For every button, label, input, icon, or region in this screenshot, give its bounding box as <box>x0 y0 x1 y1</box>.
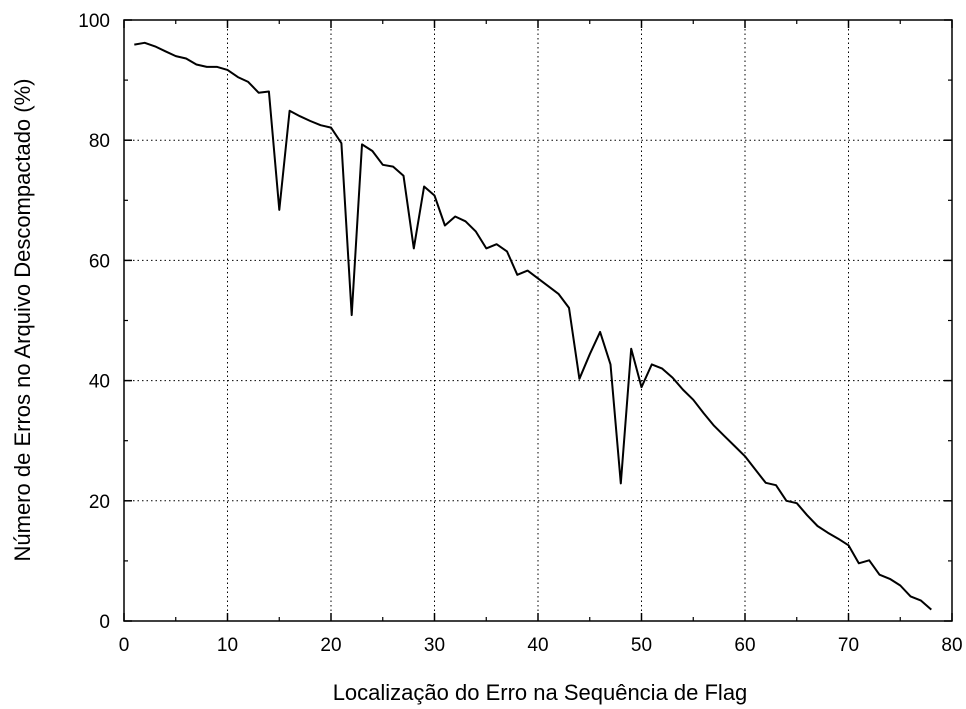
data-series <box>134 41 932 611</box>
y-tick-label: 40 <box>89 372 110 393</box>
series-line <box>134 41 932 611</box>
x-tick-label: 80 <box>941 635 962 656</box>
x-tick-label: 70 <box>838 635 859 656</box>
x-tick-label: 60 <box>734 635 755 656</box>
grid-lines <box>124 20 952 621</box>
axis-ticks <box>123 19 953 622</box>
x-tick-label: 40 <box>527 635 548 656</box>
y-tick-label: 60 <box>89 251 110 272</box>
y-tick-label: 80 <box>89 131 110 152</box>
x-axis-label: Localização do Erro na Sequência de Flag <box>333 680 748 705</box>
x-tick-label: 50 <box>631 635 652 656</box>
y-axis-label: Número de Erros no Arquivo Descompactado… <box>10 79 35 562</box>
y-tick-label: 20 <box>89 492 110 513</box>
x-tick-label: 10 <box>217 635 238 656</box>
y-tick-label: 0 <box>99 612 110 633</box>
x-tick-label: 30 <box>424 635 445 656</box>
y-tick-label: 100 <box>78 11 110 32</box>
x-tick-label: 0 <box>119 635 130 656</box>
x-tick-label: 20 <box>320 635 341 656</box>
tick-labels: 0 10 20 30 40 50 60 70 80 0 20 40 60 80 100 <box>78 11 962 656</box>
